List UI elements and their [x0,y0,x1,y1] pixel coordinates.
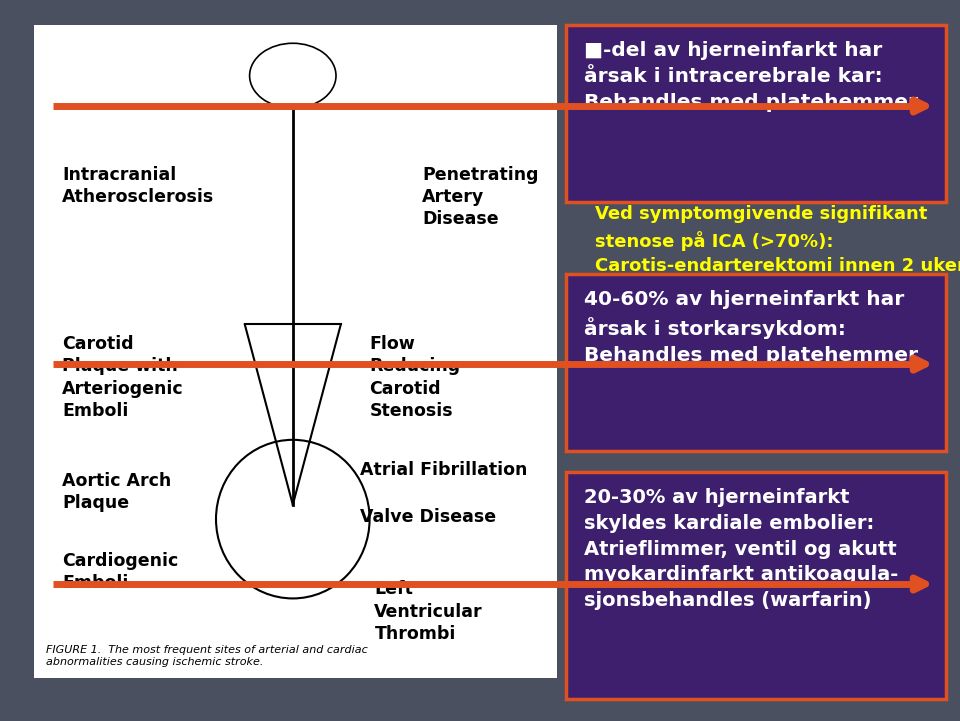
Text: Aortic Arch
Plaque: Aortic Arch Plaque [62,472,172,513]
Text: Intracranial
Atherosclerosis: Intracranial Atherosclerosis [62,166,215,206]
Text: ■-del av hjerneinfarkt har
årsak i intracerebrale kar:
Behandles med platehemmer: ■-del av hjerneinfarkt har årsak i intra… [584,41,918,112]
Text: Left
Ventricular
Thrombi: Left Ventricular Thrombi [374,580,483,643]
FancyBboxPatch shape [566,472,946,699]
FancyBboxPatch shape [566,274,946,451]
Text: Valve Disease: Valve Disease [360,508,496,526]
Text: Flow
Reducing
Carotid
Stenosis: Flow Reducing Carotid Stenosis [370,335,461,420]
FancyBboxPatch shape [566,25,946,202]
FancyBboxPatch shape [34,25,557,678]
Text: Penetrating
Artery
Disease: Penetrating Artery Disease [422,166,539,229]
Text: Ved symptomgivende signifikant
stenose på ICA (>70%):
Carotis-endarterektomi inn: Ved symptomgivende signifikant stenose p… [595,205,960,275]
Text: 20-30% av hjerneinfarkt
skyldes kardiale embolier:
Atrieflimmer, ventil og akutt: 20-30% av hjerneinfarkt skyldes kardiale… [584,488,898,610]
Text: Atrial Fibrillation: Atrial Fibrillation [360,461,527,479]
Text: Cardiogenic
Emboli: Cardiogenic Emboli [62,552,179,592]
Text: Carotid
Plaque with
Arteriogenic
Emboli: Carotid Plaque with Arteriogenic Emboli [62,335,184,420]
Text: FIGURE 1.  The most frequent sites of arterial and cardiac
abnormalities causing: FIGURE 1. The most frequent sites of art… [46,645,368,667]
Text: 40-60% av hjerneinfarkt har
årsak i storkarsykdom:
Behandles med platehemmer: 40-60% av hjerneinfarkt har årsak i stor… [584,290,918,365]
